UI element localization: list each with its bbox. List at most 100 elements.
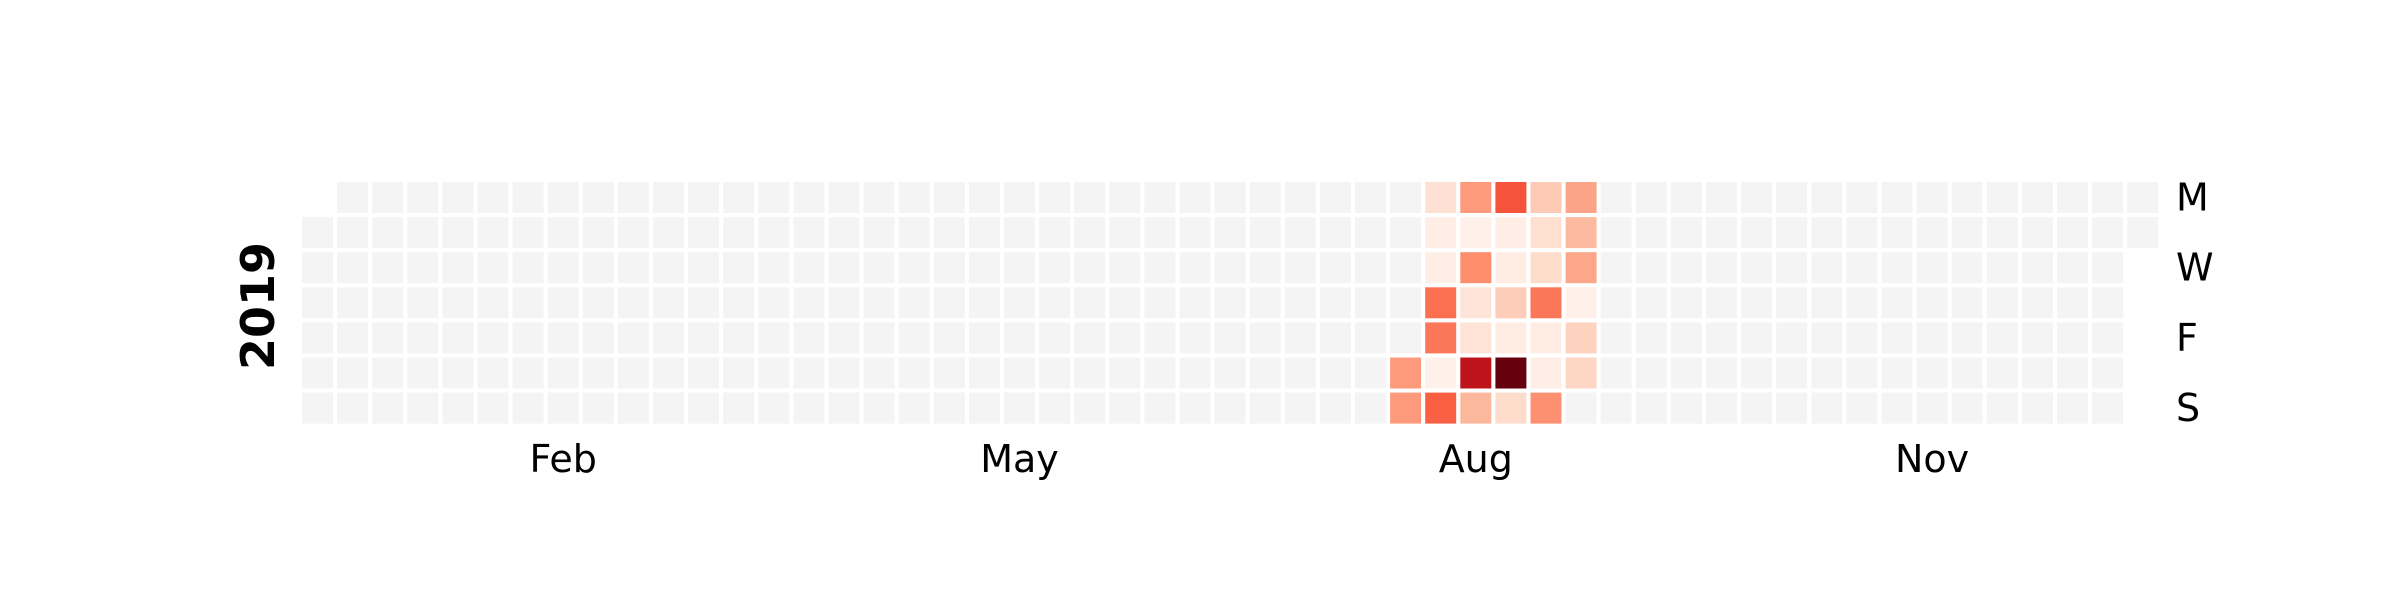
heatmap-cell [337,322,369,354]
heatmap-cell [2021,252,2053,284]
heatmap-cell [1039,322,1071,354]
heatmap-cell [582,252,614,284]
heatmap-cell [1776,217,1808,249]
heatmap-cell [1355,392,1386,424]
heatmap-cell [1986,252,2018,284]
heatmap-cell [1355,322,1386,354]
heatmap-cell [582,287,614,319]
heatmap-cell [1284,287,1316,319]
heatmap-cell [1039,182,1071,213]
heatmap-cell [1776,322,1808,354]
heatmap-cell [968,182,1000,213]
heatmap-cell [372,357,404,389]
heatmap-cell [2057,322,2088,354]
heatmap-cell [863,217,895,249]
heatmap-cell [1039,287,1071,319]
heatmap-cell [407,217,439,249]
heatmap-cell [1495,357,1527,389]
heatmap-cell [1881,392,1913,424]
heatmap-cell [1319,322,1351,354]
heatmap-cell [758,287,790,319]
heatmap-cell [1004,357,1035,389]
heatmap-cell [863,322,895,354]
heatmap-cell [1004,217,1035,249]
heatmap-cell [302,252,333,284]
heatmap-cell [407,287,439,319]
heatmap-cell [1916,357,1948,389]
heatmap-cell [933,322,965,354]
heatmap-cell [758,217,790,249]
heatmap-cell [1600,182,1632,213]
heatmap-cell [1600,252,1632,284]
heatmap-cell [1916,322,1948,354]
heatmap-cell [302,357,333,389]
heatmap-cell [2127,217,2159,249]
heatmap-cell [442,357,474,389]
heatmap-cell [1495,182,1527,213]
heatmap-cell [1039,252,1071,284]
heatmap-cell [1706,217,1737,249]
heatmap-cell [653,322,684,354]
heatmap-cell [1074,322,1106,354]
heatmap-cell [407,322,439,354]
heatmap-cell [302,322,333,354]
heatmap-cell [863,287,895,319]
heatmap-cell [828,392,860,424]
heatmap-cell [1039,392,1071,424]
heatmap-cell [1811,287,1843,319]
heatmap-cell [582,182,614,213]
heatmap-cell [1741,287,1773,319]
heatmap-cell [793,217,825,249]
heatmap-cell [1144,217,1176,249]
heatmap-cell [1004,252,1035,284]
heatmap-cell [933,182,965,213]
heatmap-cell [1530,357,1562,389]
heatmap-cell [1495,217,1527,249]
heatmap-cell [1074,217,1106,249]
heatmap-cell [933,287,965,319]
heatmap-cell [653,392,684,424]
heatmap-cell [1670,182,1702,213]
heatmap-cell [1039,357,1071,389]
heatmap-cell [1951,322,1983,354]
heatmap-cell [688,252,720,284]
heatmap-cell [442,322,474,354]
heatmap-cell [582,392,614,424]
heatmap-cell [407,182,439,213]
heatmap-cell [1039,217,1071,249]
heatmap-cell [477,357,509,389]
heatmap-cell [617,392,649,424]
heatmap-cell [1460,392,1492,424]
heatmap-cell [1741,217,1773,249]
heatmap-cell [1495,392,1527,424]
heatmap-cell [1600,392,1632,424]
heatmap-cell [2021,217,2053,249]
heatmap-cell [968,357,1000,389]
heatmap-cell [1249,252,1281,284]
heatmap-cell [1600,217,1632,249]
heatmap-cell [1074,357,1106,389]
heatmap-cell [337,252,369,284]
heatmap-cell [1846,392,1878,424]
heatmap-cell [2092,322,2124,354]
heatmap-cell [1319,287,1351,319]
heatmap-cell [1565,287,1597,319]
heatmap-cell [1214,252,1246,284]
heatmap-cell [793,287,825,319]
heatmap-cell [1670,357,1702,389]
heatmap-cell [2057,217,2088,249]
heatmap-cell [477,392,509,424]
heatmap-cell [337,357,369,389]
heatmap-cell [1109,392,1141,424]
heatmap-cell [1530,252,1562,284]
heatmap-cell [2092,252,2124,284]
heatmap-cell [1390,252,1422,284]
heatmap-cell [1846,182,1878,213]
heatmap-cell [688,287,720,319]
heatmap-cell [582,322,614,354]
heatmap-cell [372,392,404,424]
heatmap-cell [1319,217,1351,249]
heatmap-cell [1951,357,1983,389]
heatmap-cell [828,357,860,389]
